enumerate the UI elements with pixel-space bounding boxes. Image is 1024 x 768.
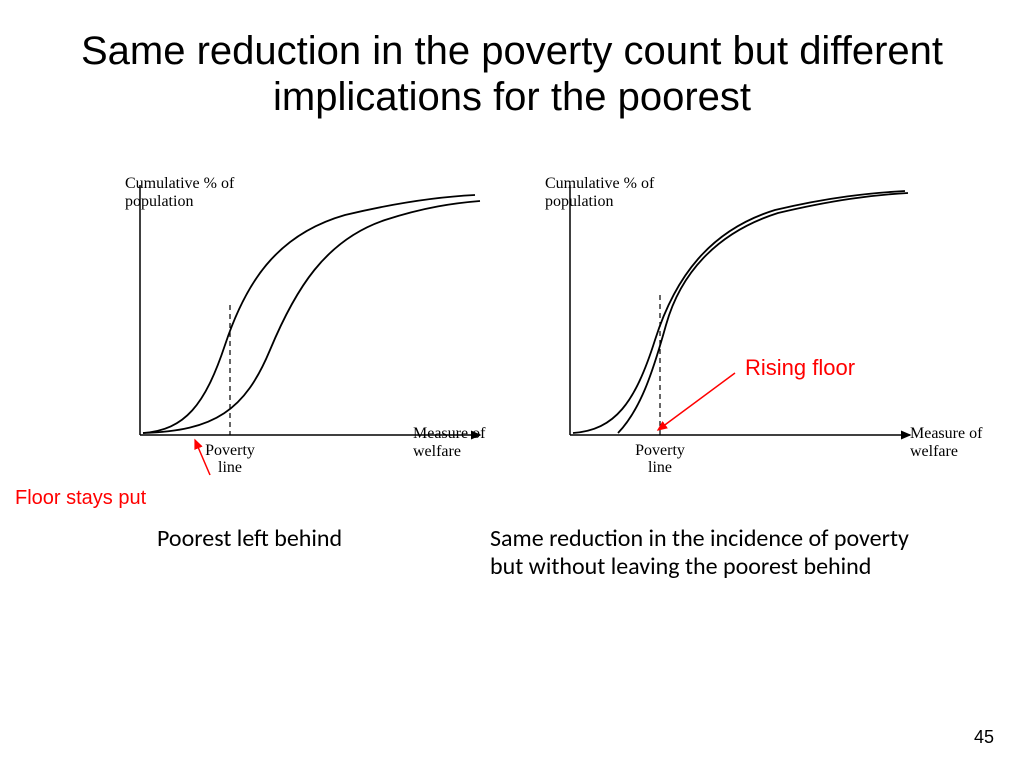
right-chart-svg [540, 175, 940, 495]
right-red-annotation: Rising floor [745, 355, 855, 381]
slide-title: Same reduction in the poverty count but … [40, 28, 984, 120]
right-poverty-label: Poverty line [625, 443, 695, 477]
right-y-axis-label: Cumulative % of population [545, 175, 675, 210]
left-x-axis-label: Measure of welfare [413, 425, 503, 460]
right-curve-a [573, 191, 905, 433]
left-caption: Poorest left behind [157, 525, 477, 553]
right-x-axis-label: Measure of welfare [910, 425, 1000, 460]
left-poverty-label: Poverty line [195, 443, 265, 477]
left-curve-a [143, 195, 475, 433]
left-chart-panel: Cumulative % of population Measure of we… [95, 175, 495, 495]
left-curve-b [143, 201, 480, 433]
left-red-annotation: Floor stays put [15, 487, 146, 510]
right-caption: Same reduction in the incidence of pover… [490, 525, 930, 580]
right-arrow [658, 373, 735, 430]
left-y-axis-label: Cumulative % of population [125, 175, 255, 210]
page-number: 45 [974, 727, 994, 748]
right-curve-b [618, 193, 908, 433]
right-chart-panel: Cumulative % of population Measure of we… [540, 175, 940, 495]
